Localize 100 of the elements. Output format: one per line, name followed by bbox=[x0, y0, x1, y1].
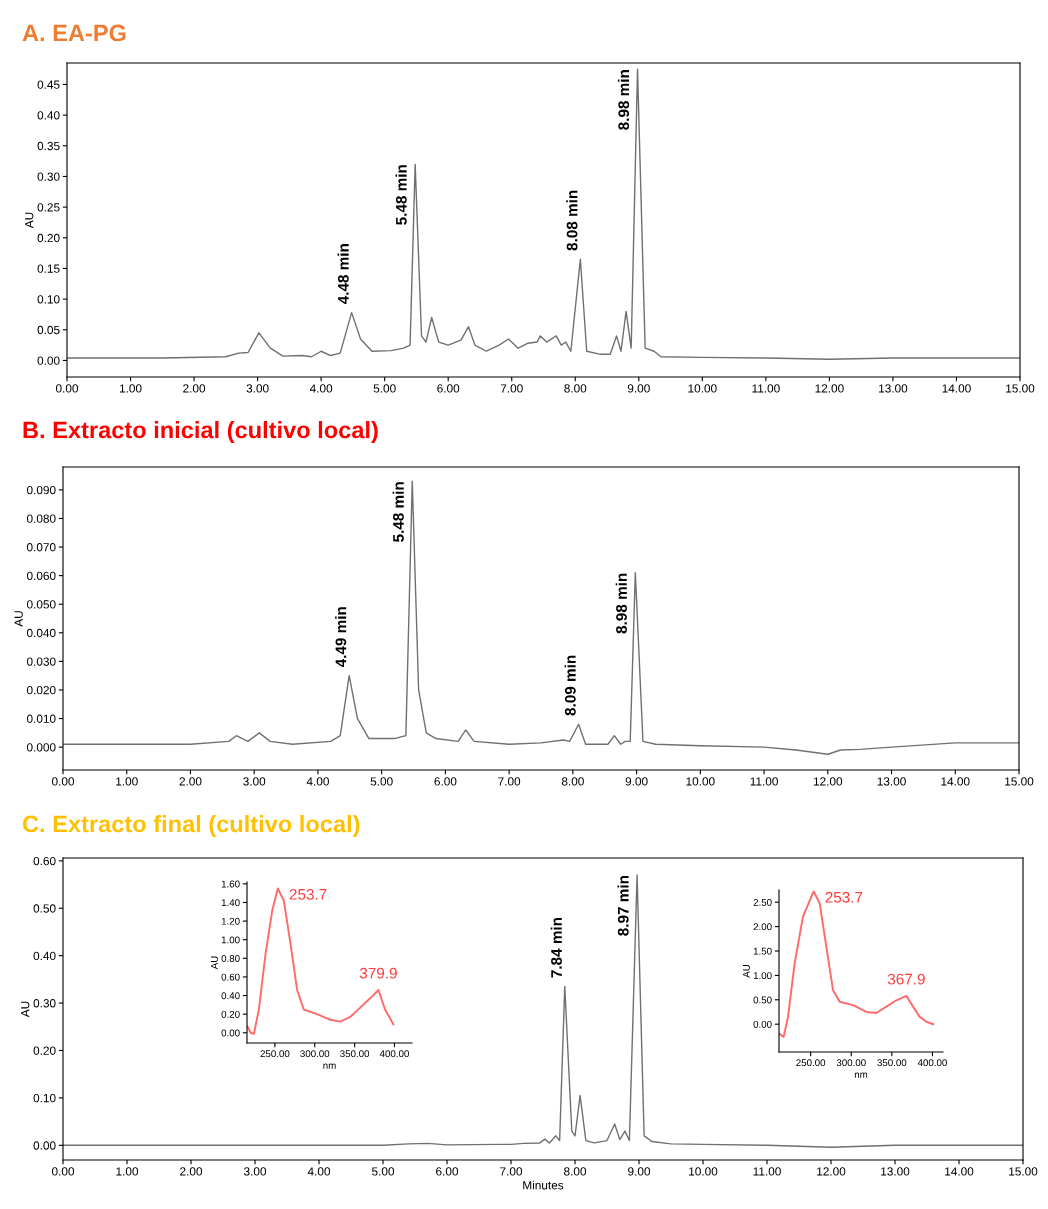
x-tick-label: 12.00 bbox=[815, 384, 844, 393]
y-tick-label: 0.00 bbox=[33, 1141, 56, 1150]
y-tick-label: 0.80 bbox=[221, 955, 240, 962]
x-tick-label: 5.00 bbox=[373, 384, 396, 393]
x-tick-label: 7.00 bbox=[500, 384, 523, 393]
line-series bbox=[247, 887, 395, 1035]
x-tick-label: 4.00 bbox=[306, 777, 329, 786]
y-tick-label: 0.00 bbox=[221, 1029, 240, 1037]
x-tick-label: 11.00 bbox=[752, 384, 780, 393]
y-tick-label: 0.35 bbox=[37, 141, 60, 151]
y-tick-label: 0.05 bbox=[37, 325, 60, 335]
x-tick-label: 15.00 bbox=[1009, 1167, 1038, 1176]
y-tick-label: 1.50 bbox=[753, 947, 772, 955]
x-tick-label: 2.00 bbox=[180, 1167, 203, 1176]
x-tick-label: 6.00 bbox=[436, 1167, 459, 1176]
annotation: 253.7 bbox=[289, 888, 327, 900]
x-tick-label: 13.00 bbox=[879, 384, 908, 393]
y-tick-label: 0.30 bbox=[33, 999, 56, 1008]
x-tick-label: 6.00 bbox=[434, 777, 457, 786]
annotation: 8.08 min bbox=[566, 190, 578, 251]
x-tick-label: 14.00 bbox=[942, 384, 971, 393]
y-tick-label: 0.040 bbox=[26, 628, 56, 638]
x-tick-label: 14.00 bbox=[941, 777, 970, 786]
x-tick-label: 1.00 bbox=[119, 384, 142, 393]
y-tick-label: 2.00 bbox=[753, 923, 772, 931]
y-tick-label: 0.60 bbox=[33, 856, 56, 866]
x-tick-label: 3.00 bbox=[246, 384, 269, 393]
annotation: 5.48 min bbox=[395, 165, 407, 225]
annotation: 8.97 min bbox=[617, 876, 629, 936]
y-tick-label: 0.25 bbox=[37, 203, 60, 212]
y-tick-label: 0.10 bbox=[37, 295, 60, 304]
y-tick-label: 0.000 bbox=[26, 743, 56, 752]
x-tick-label: 6.00 bbox=[437, 384, 460, 393]
y-tick-label: 1.40 bbox=[221, 899, 240, 907]
x-tick-label: 350.00 bbox=[877, 1059, 907, 1067]
x-tick-label: 12.00 bbox=[817, 1167, 846, 1176]
x-tick-label: 8.00 bbox=[564, 384, 587, 393]
line-series bbox=[779, 890, 935, 1038]
y-tick-label: 0.60 bbox=[221, 973, 240, 981]
x-tick-label: 3.00 bbox=[243, 777, 266, 786]
x-axis-title: nm bbox=[323, 1063, 336, 1069]
annotation: 8.98 min bbox=[617, 70, 630, 130]
y-tick-label: 0.40 bbox=[37, 111, 60, 120]
y-tick-label: 0.080 bbox=[26, 514, 56, 523]
x-tick-label: 7.00 bbox=[498, 777, 521, 786]
x-tick-label: 9.00 bbox=[627, 384, 650, 393]
x-tick-label: 300.00 bbox=[300, 1050, 330, 1058]
x-tick-label: 0.00 bbox=[51, 777, 75, 786]
chart-title: B. Extracto inicial (cultivo local) bbox=[23, 420, 378, 444]
annotation: 8.98 min bbox=[615, 573, 627, 634]
x-tick-label: 13.00 bbox=[877, 777, 906, 786]
x-axis-title: nm bbox=[854, 1072, 868, 1078]
y-tick-label: 0.020 bbox=[26, 686, 56, 695]
y-tick-label: 1.00 bbox=[753, 972, 772, 980]
y-tick-label: 0.30 bbox=[37, 172, 60, 181]
x-tick-label: 250.00 bbox=[796, 1059, 826, 1067]
y-tick-label: 0.050 bbox=[26, 600, 56, 609]
x-tick-label: 7.00 bbox=[500, 1167, 523, 1176]
y-tick-label: 0.50 bbox=[33, 904, 56, 913]
chart-title: A. EA-PG bbox=[22, 24, 126, 42]
y-axis-title: AU bbox=[21, 1001, 30, 1018]
y-tick-label: 0.10 bbox=[33, 1093, 56, 1103]
x-tick-label: 11.00 bbox=[753, 1167, 781, 1176]
x-tick-label: 4.00 bbox=[309, 384, 333, 393]
x-tick-label: 0.00 bbox=[51, 1167, 75, 1176]
line-series bbox=[63, 874, 1023, 1148]
x-tick-label: 250.00 bbox=[260, 1050, 290, 1058]
x-tick-label: 2.00 bbox=[183, 384, 206, 393]
x-tick-label: 15.00 bbox=[1005, 777, 1034, 786]
x-tick-label: 2.00 bbox=[179, 777, 202, 786]
x-tick-label: 12.00 bbox=[813, 777, 843, 786]
x-tick-label: 300.00 bbox=[836, 1059, 866, 1067]
line-series bbox=[67, 68, 1020, 360]
y-tick-label: 0.20 bbox=[221, 1010, 240, 1018]
x-tick-label: 400.00 bbox=[379, 1050, 409, 1058]
x-tick-label: 8.00 bbox=[564, 1167, 587, 1176]
x-tick-label: 8.00 bbox=[561, 777, 584, 786]
y-tick-label: 1.20 bbox=[221, 917, 240, 925]
x-tick-label: 13.00 bbox=[881, 1167, 910, 1176]
x-tick-label: 350.00 bbox=[340, 1050, 370, 1058]
y-tick-label: 0.40 bbox=[33, 951, 56, 961]
y-tick-label: 0.40 bbox=[221, 992, 240, 1000]
y-axis-title: AU bbox=[14, 611, 23, 627]
y-tick-label: 0.090 bbox=[26, 485, 56, 495]
annotation: 4.48 min bbox=[337, 244, 349, 305]
x-tick-label: 3.00 bbox=[243, 1167, 267, 1176]
x-axis-title: Minutes bbox=[523, 1180, 564, 1190]
x-tick-label: 10.00 bbox=[688, 384, 717, 393]
annotation: 8.09 min bbox=[564, 655, 576, 716]
y-tick-label: 0.060 bbox=[26, 571, 56, 581]
annotation: 253.7 bbox=[825, 891, 863, 903]
x-tick-label: 4.00 bbox=[307, 1167, 331, 1176]
y-tick-label: 0.45 bbox=[37, 80, 60, 89]
x-tick-label: 5.00 bbox=[370, 777, 393, 786]
y-tick-label: 0.010 bbox=[26, 714, 56, 723]
y-tick-label: 0.50 bbox=[753, 996, 772, 1004]
x-tick-label: 10.00 bbox=[686, 777, 715, 786]
annotation: 4.49 min bbox=[335, 607, 347, 668]
y-axis-title: AU bbox=[25, 212, 34, 229]
y-tick-label: 0.00 bbox=[753, 1020, 772, 1028]
